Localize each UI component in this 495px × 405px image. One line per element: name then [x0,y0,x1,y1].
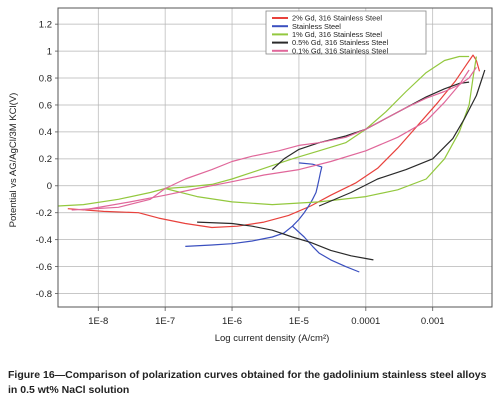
y-tick-label: -0.4 [36,235,52,246]
y-tick-label: 1 [47,46,52,57]
y-tick-label: 0.6 [39,100,52,111]
series-line [318,69,486,207]
y-tick-label: -0.6 [36,262,52,273]
x-tick-label: 0.0001 [351,316,380,327]
legend-label: 2% Gd, 316 Stainless Steel [292,14,382,23]
polarization-chart: 1E-8 1E-7 1E-6 1E-5 0.0001 0.001 -0.8 -0.6 -0.4 -… [8,7,493,344]
x-tick-label: 0.001 [421,316,445,327]
x-axis-label: Log current density (A/cm²) [215,333,330,344]
legend-label: Stainless Steel [292,22,341,31]
x-tick-label: 1E-5 [289,316,309,327]
y-tick-label: 0.2 [39,154,52,165]
series-line [67,54,481,229]
legend-label: 0.5% Gd, 316 Stainless Steel [292,38,388,47]
y-tick-label: 0.4 [39,127,52,138]
x-tick-label: 1E-7 [155,316,175,327]
y-tick-label: -0.8 [36,289,52,300]
series-line [71,66,477,211]
x-tick-label: 1E-8 [88,316,108,327]
legend-label: 0.1% Gd, 316 Stainless Steel [292,46,388,55]
figure-caption: Figure 16—Comparison of polarization cur… [8,369,487,396]
series-line [83,69,470,211]
axis-ticks: 1E-8 1E-7 1E-6 1E-5 0.0001 0.001 -0.8 -0.6 -0.4 -… [36,19,445,327]
y-axis-label: Potential vs AG/AgCl/3M KCl(V) [8,93,19,228]
plot-frame [57,7,493,308]
series-line [185,162,323,247]
y-tick-label: 0 [47,181,52,192]
series-line [57,55,470,207]
y-tick-label: -0.2 [36,208,52,219]
x-tick-label: 1E-6 [222,316,242,327]
legend-box [265,10,427,55]
y-tick-label: 1.2 [39,19,52,30]
legend-label: 1% Gd, 316 Stainless Steel [292,30,382,39]
y-tick-label: 0.8 [39,73,52,84]
series-line [197,221,374,261]
series-line [165,56,477,206]
series-line [291,225,360,273]
series-lines [57,54,486,273]
